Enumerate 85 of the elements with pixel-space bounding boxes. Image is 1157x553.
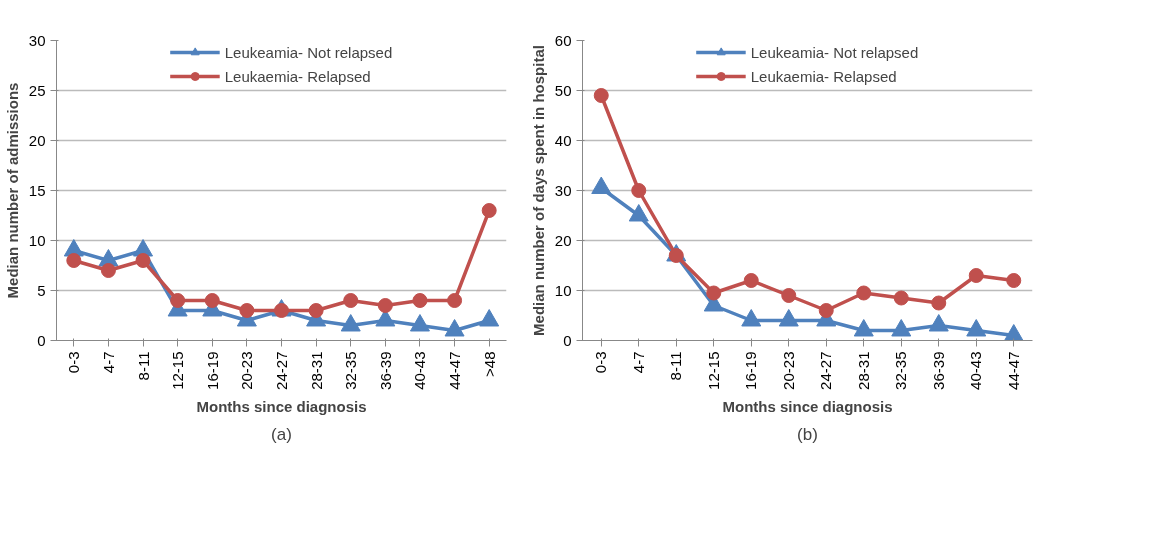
point — [340, 314, 361, 332]
point — [409, 314, 430, 332]
x-tick-label: 16-19 — [742, 351, 760, 390]
point — [893, 290, 909, 306]
y-tick-label: 0 — [563, 331, 572, 349]
x-tick-label: 24-27 — [817, 351, 835, 390]
point — [444, 319, 465, 337]
x-tick-label: 36-39 — [376, 351, 394, 390]
x-tick-label: 24-27 — [273, 351, 290, 390]
x-tick-label: 32-35 — [892, 351, 910, 390]
y-tick-label: 30 — [554, 181, 572, 199]
x-tick-label: 44-47 — [446, 351, 464, 390]
point — [856, 285, 872, 301]
point — [204, 293, 220, 308]
y-tick-label: 20 — [554, 231, 572, 249]
legend-label: Leukeamia- Not relapsed — [750, 43, 919, 61]
x-tick-label: 40-43 — [411, 351, 429, 390]
point — [631, 183, 647, 198]
x-tick-label: 8-11 — [667, 351, 685, 381]
x-axis-title: Months since diagnosis — [196, 397, 367, 415]
point — [100, 263, 116, 278]
y-tick-label: 50 — [554, 81, 572, 99]
y-tick-label: 0 — [37, 331, 46, 349]
legend-label: Leukaemia- Relapsed — [750, 67, 897, 85]
point — [931, 295, 947, 311]
x-tick-label: 20-23 — [779, 351, 797, 390]
y-tick-label: 40 — [554, 131, 572, 149]
point — [706, 285, 722, 301]
point — [343, 293, 359, 308]
legend-label: Leukaemia- Relapsed — [224, 67, 371, 85]
x-tick-label: 28-31 — [854, 351, 872, 390]
text: (b) — [797, 424, 818, 444]
point — [928, 314, 949, 332]
x-axis-title: Months since diagnosis — [722, 397, 893, 415]
y-tick-label: 25 — [28, 81, 46, 99]
x-tick-label: 28-31 — [307, 351, 325, 390]
point — [741, 309, 762, 327]
y-tick-label: 10 — [28, 231, 46, 249]
point — [891, 319, 912, 337]
point — [479, 309, 500, 327]
point — [66, 253, 82, 268]
point — [1003, 324, 1024, 341]
x-tick-label: 32-35 — [342, 351, 360, 390]
x-tick-label: 20-23 — [238, 351, 256, 390]
x-tick-label: 8-11 — [134, 351, 152, 381]
x-tick-label: 16-19 — [203, 351, 221, 390]
point — [412, 293, 428, 308]
text: (a) — [271, 424, 292, 444]
point — [668, 248, 684, 263]
legend-label: Leukeamia- Not relapsed — [224, 43, 393, 61]
point — [966, 319, 987, 337]
y-tick-label: 15 — [28, 181, 46, 199]
point — [778, 309, 799, 327]
y-tick-label: 20 — [28, 131, 46, 149]
y-axis-title: Median number of admissions — [3, 82, 21, 299]
point — [968, 268, 984, 283]
point — [781, 288, 797, 303]
point — [239, 303, 255, 318]
point — [1006, 273, 1022, 288]
x-tick-label: >48 — [480, 351, 498, 377]
x-tick-label: 4-7 — [629, 351, 647, 374]
y-tick-label: 5 — [37, 281, 46, 299]
point — [743, 273, 759, 288]
x-tick-label: 36-39 — [929, 351, 947, 390]
point — [447, 293, 463, 308]
x-tick-label: 0-3 — [592, 351, 610, 374]
point — [853, 319, 874, 337]
x-tick-label: 44-47 — [1004, 351, 1022, 390]
y-tick-label: 30 — [28, 31, 46, 49]
x-tick-label: 12-15 — [704, 351, 722, 390]
x-tick-label: 12-15 — [169, 351, 187, 390]
x-tick-label: 40-43 — [967, 351, 985, 390]
y-tick-label: 10 — [554, 281, 572, 299]
point — [481, 203, 497, 218]
point — [308, 303, 324, 318]
point — [593, 88, 609, 103]
point — [818, 303, 834, 318]
y-tick-label: 60 — [554, 31, 572, 49]
y-axis-title: Median number of days spent in hospital — [529, 45, 547, 336]
point — [377, 298, 393, 313]
x-tick-label: 4-7 — [99, 351, 117, 374]
point — [135, 253, 151, 268]
point — [170, 293, 186, 308]
x-tick-label: 0-3 — [65, 351, 83, 374]
point — [628, 204, 649, 222]
